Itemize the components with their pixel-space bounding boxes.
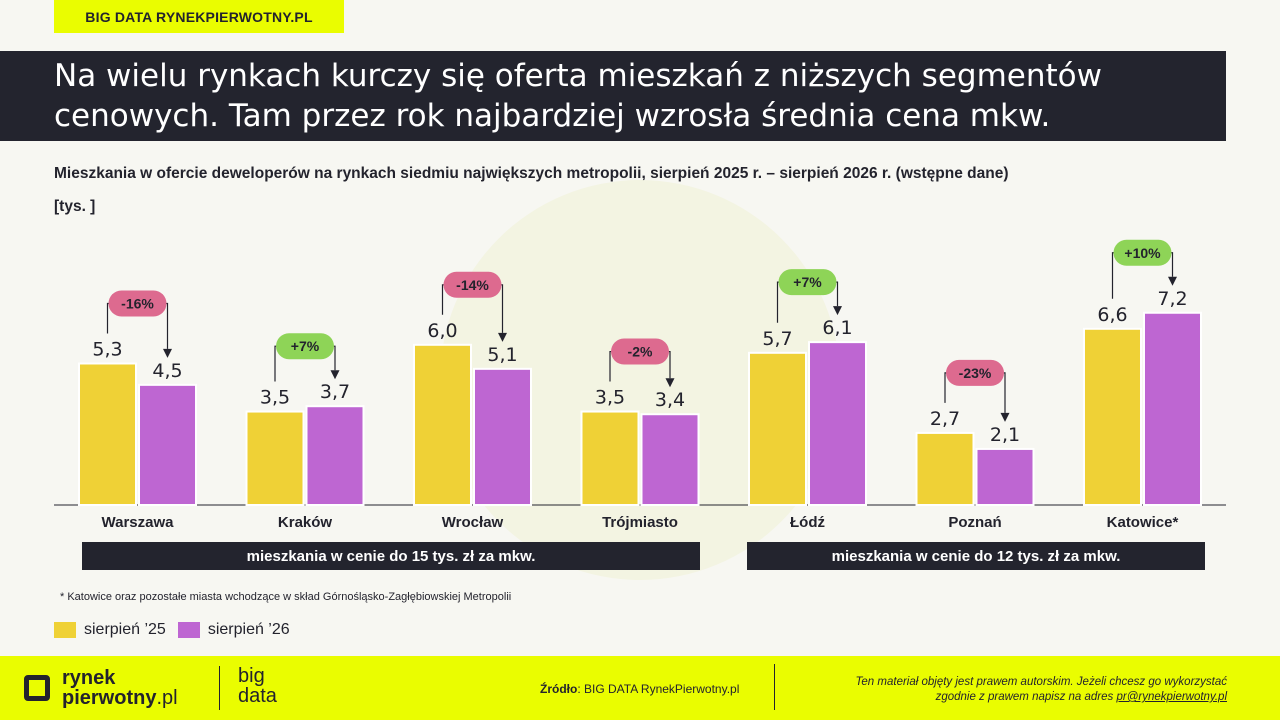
big-data-line2: data — [238, 685, 277, 707]
copyright-note: Ten materiał objęty jest prawem autorski… — [777, 675, 1227, 705]
logo-suffix: .pl — [156, 687, 178, 709]
change-pill-2 — [443, 271, 502, 298]
value-label-2026-5: 2,1 — [990, 424, 1020, 446]
logo-divider — [219, 666, 220, 710]
legend-item-2025: sierpień ’25 — [54, 621, 166, 639]
chart-subtitle: Mieszkania w ofercie deweloperów na rynk… — [54, 165, 1009, 182]
bar-2025-5 — [915, 431, 975, 506]
category-label-1: Kraków — [278, 514, 333, 531]
change-pill-4 — [778, 269, 837, 296]
bar-2026-6 — [1143, 311, 1202, 507]
value-label-2025-1: 3,5 — [260, 387, 290, 409]
change-arrow-5 — [1000, 412, 1010, 422]
unit-label: [tys. ] — [54, 198, 96, 215]
bar-2025-3 — [580, 410, 640, 506]
bar-2026-4 — [808, 341, 867, 506]
footnote: * Katowice oraz pozostałe miasta wchodzą… — [60, 591, 512, 603]
logo-square-icon — [24, 675, 50, 701]
footer-divider — [774, 664, 775, 710]
value-label-2026-3: 3,4 — [655, 389, 685, 411]
logo-line2: pierwotny.pl — [62, 688, 178, 708]
title-band — [0, 51, 1226, 141]
category-label-4: Łódź — [790, 514, 825, 531]
change-label-2: -14% — [456, 277, 489, 293]
legend: sierpień ’25 sierpień ’26 — [54, 621, 302, 639]
copyright-line1: Ten materiał objęty jest prawem autorski… — [855, 676, 1227, 688]
bar-2026-1 — [305, 405, 365, 506]
legend-label-2026: sierpień ’26 — [207, 621, 290, 638]
change-arrow-2 — [498, 332, 507, 342]
segment-label-15k: mieszkania w cenie do 15 tys. zł za mkw. — [82, 542, 700, 570]
copyright-text: zgodnie z prawem napisz na adres — [935, 691, 1117, 703]
value-label-2025-0: 5,3 — [92, 338, 122, 360]
rynekpierwotny-logo: rynek pierwotny.pl — [24, 668, 178, 708]
source-text: : BIG DATA RynekPierwotny.pl — [577, 682, 740, 696]
value-label-2026-1: 3,7 — [320, 381, 350, 403]
bar-2026-5 — [975, 447, 1035, 506]
logo-line1: rynek — [62, 667, 116, 689]
value-label-2025-6: 6,6 — [1097, 304, 1127, 326]
big-data-logo: big data — [238, 666, 277, 706]
change-pill-6 — [1113, 239, 1172, 266]
value-label-2026-4: 6,1 — [822, 317, 852, 339]
bar-2025-2 — [413, 343, 472, 506]
change-arrow-6 — [1168, 276, 1177, 286]
change-arrow-0 — [163, 348, 172, 358]
bar-2025-6 — [1083, 327, 1142, 506]
bar-2025-4 — [748, 351, 807, 506]
copyright-line2: zgodnie z prawem napisz na adres pr@ryne… — [777, 690, 1227, 705]
footer-bar — [0, 656, 1280, 720]
logo-text: rynek pierwotny.pl — [62, 668, 178, 708]
value-label-2025-4: 5,7 — [762, 328, 792, 350]
change-arrow-4 — [833, 306, 842, 316]
brand-tag: BIG DATA RYNEKPIERWOTNY.PL — [54, 0, 344, 33]
big-data-line1: big — [238, 665, 265, 687]
bar-2026-3 — [640, 413, 700, 506]
source-note: Źródło: BIG DATA RynekPierwotny.pl — [540, 682, 739, 696]
segment-label-12k: mieszkania w cenie do 12 tys. zł za mkw. — [747, 542, 1205, 570]
legend-item-2026: sierpień ’26 — [177, 621, 290, 639]
bar-2026-2 — [473, 367, 532, 506]
legend-label-2025: sierpień ’25 — [84, 621, 166, 638]
bar-chart: 5,3 4,5 Warszawa -16% 3,5 3,7 Kraków +7% 6,0 5,1 W… — [54, 239, 1226, 531]
value-label-2025-3: 3,5 — [595, 387, 625, 409]
change-pill-5 — [946, 359, 1004, 386]
bar-2025-0 — [78, 362, 137, 506]
change-label-6: +10% — [1124, 245, 1161, 261]
category-label-0: Warszawa — [102, 514, 175, 531]
bar-2025-1 — [245, 410, 305, 506]
change-label-1: +7% — [291, 338, 320, 354]
value-label-2026-0: 4,5 — [152, 360, 182, 382]
legend-swatch-2025 — [54, 622, 76, 638]
bar-2026-0 — [138, 383, 197, 507]
change-arrow-3 — [665, 378, 675, 388]
category-label-6: Katowice* — [1107, 514, 1179, 531]
chart-title: Na wielu rynkach kurczy się oferta miesz… — [54, 58, 1102, 134]
category-label-5: Poznań — [948, 514, 1001, 531]
change-pill-3 — [611, 338, 669, 365]
value-label-2026-2: 5,1 — [487, 344, 517, 366]
category-label-3: Trójmiasto — [602, 514, 678, 531]
source-label: Źródło — [540, 682, 578, 696]
change-label-4: +7% — [793, 274, 822, 290]
change-pill-0 — [108, 290, 167, 317]
category-label-2: Wrocław — [442, 514, 504, 531]
legend-swatch-2026 — [177, 622, 200, 638]
change-label-0: -16% — [121, 295, 154, 311]
value-label-2025-5: 2,7 — [930, 408, 960, 430]
logo-word: pierwotny — [62, 687, 157, 709]
value-label-2025-2: 6,0 — [427, 320, 457, 342]
copyright-email[interactable]: pr@rynekpierwotny.pl — [1116, 691, 1227, 703]
value-label-2026-6: 7,2 — [1157, 288, 1187, 310]
change-label-3: -2% — [628, 344, 653, 360]
change-label-5: -23% — [959, 365, 992, 381]
change-arrow-1 — [330, 370, 340, 380]
change-pill-1 — [276, 333, 334, 360]
